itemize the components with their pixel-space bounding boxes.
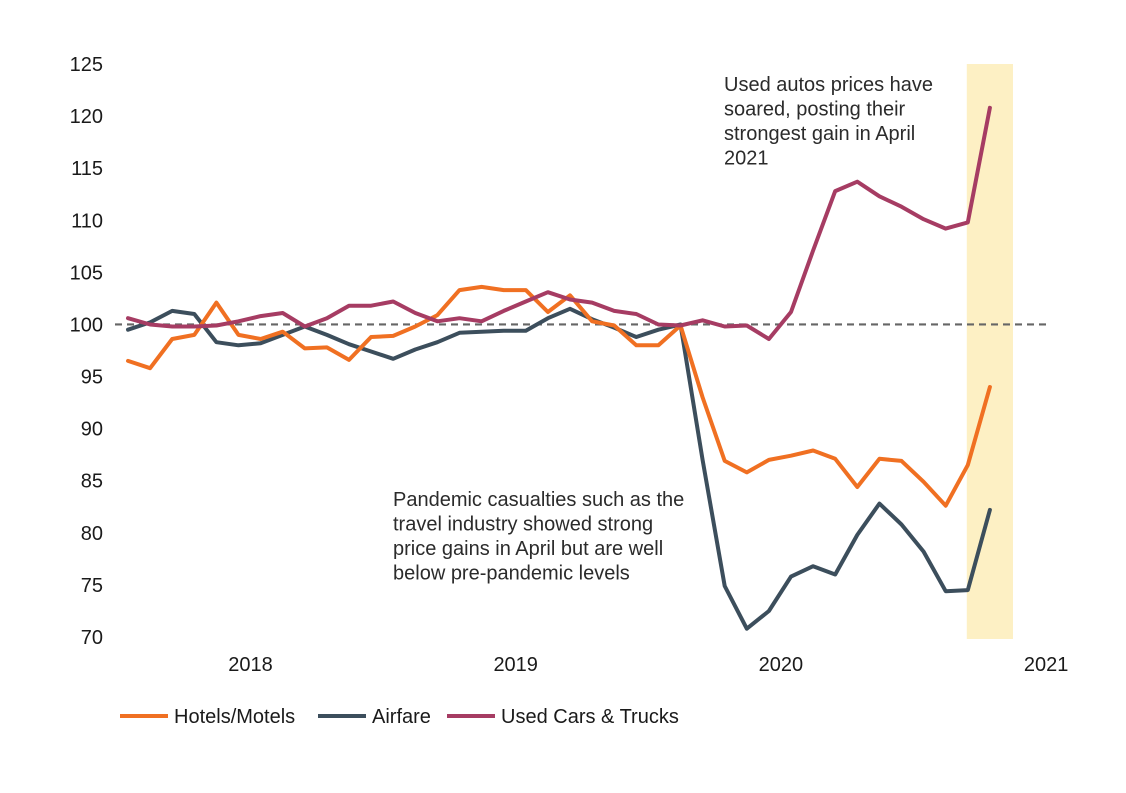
legend-label: Airfare <box>372 706 431 728</box>
y-tick-label: 90 <box>81 419 103 441</box>
x-tick-label: 2021 <box>1024 654 1069 676</box>
series-line-used-cars-trucks <box>126 105 992 341</box>
series-layer <box>126 105 992 631</box>
annotation-line: Used autos prices have <box>724 74 933 96</box>
annotation-line: strongest gain in April <box>724 123 915 145</box>
series-line-hotels-motels <box>126 284 992 508</box>
annotation-line: 2021 <box>724 148 769 170</box>
x-tick-label: 2019 <box>493 654 538 676</box>
y-tick-label: 105 <box>70 262 103 284</box>
y-axis: 125 120 115 110 105 100 95 90 85 80 75 70 <box>70 54 103 649</box>
annotation-line: travel industry showed strong <box>393 514 653 536</box>
x-tick-label: 2018 <box>228 654 273 676</box>
y-tick-label: 120 <box>70 106 103 128</box>
series-line-airfare <box>126 306 992 631</box>
y-tick-label: 70 <box>81 627 103 649</box>
annotation-line: Pandemic casualties such as the <box>393 489 684 511</box>
annotation-line: soared, posting their <box>724 99 906 121</box>
highlight-band-layer <box>966 64 1013 639</box>
y-tick-label: 110 <box>71 210 103 232</box>
annotation-line: below pre-pandemic levels <box>393 563 630 585</box>
y-tick-label: 75 <box>81 575 103 597</box>
x-axis: 2018 2019 2020 2021 <box>228 654 1068 676</box>
legend: Hotels/Motels Airfare Used Cars & Trucks <box>120 706 679 728</box>
y-tick-label: 100 <box>70 314 103 336</box>
legend-label: Hotels/Motels <box>174 706 295 728</box>
y-tick-label: 80 <box>81 523 103 545</box>
y-tick-label: 115 <box>71 158 103 180</box>
y-tick-label: 95 <box>81 367 103 389</box>
annotation-line: price gains in April but are well <box>393 538 663 560</box>
highlight-band <box>966 64 1013 639</box>
legend-label: Used Cars & Trucks <box>501 706 679 728</box>
annotations: Used autos prices have soared, posting th… <box>393 74 933 585</box>
y-tick-label: 85 <box>81 471 103 493</box>
x-tick-label: 2020 <box>759 654 804 676</box>
y-tick-label: 125 <box>70 54 103 76</box>
